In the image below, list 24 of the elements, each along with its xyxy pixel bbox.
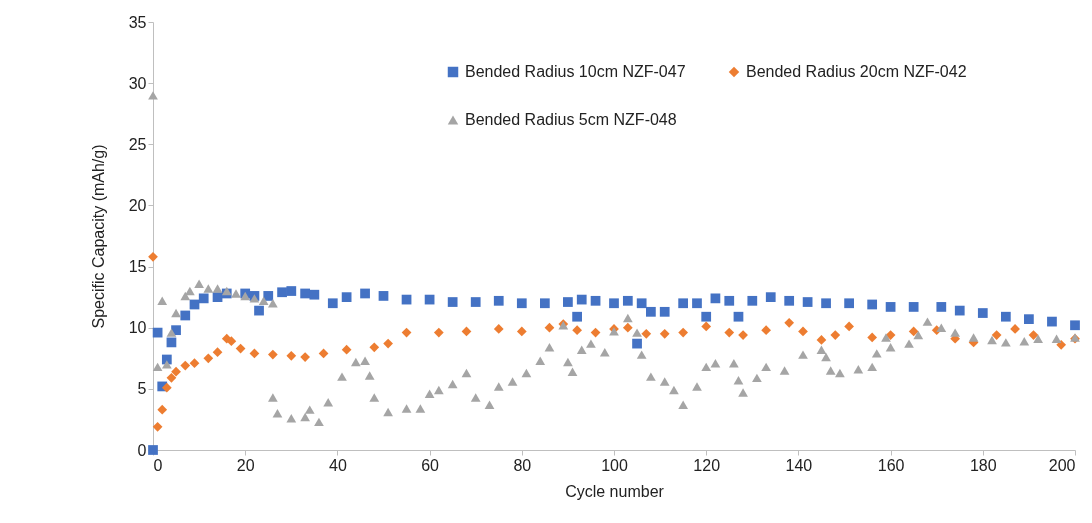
x-tick-label: 180 — [969, 456, 997, 474]
x-tick-label: 60 — [421, 456, 440, 474]
y-tick-label: 35 — [128, 13, 147, 31]
y-tick-label: 25 — [128, 135, 147, 153]
x-tick-label: 0 — [153, 456, 163, 474]
x-tick-label: 40 — [329, 456, 347, 474]
y-axis-title: Specific Capacity (mAh/g) — [89, 144, 107, 329]
x-tick-label: 100 — [601, 456, 628, 474]
legend-label: Bended Radius 5cm NZF-048 — [465, 111, 677, 128]
legend-label: Bended Radius 20cm NZF-042 — [746, 63, 967, 80]
y-tick-label: 20 — [128, 196, 147, 214]
y-tick-label: 0 — [137, 441, 147, 459]
x-tick-label: 140 — [785, 456, 813, 474]
x-tick-label: 80 — [513, 456, 532, 474]
y-tick-label: 15 — [128, 258, 147, 276]
x-tick-label: 120 — [693, 456, 721, 474]
y-tick-label: 30 — [128, 74, 147, 92]
y-tick-label: 5 — [137, 380, 147, 398]
x-tick-label: 200 — [1048, 456, 1076, 474]
x-axis-title: Cycle number — [565, 482, 665, 500]
y-tick-label: 10 — [128, 319, 147, 337]
x-tick-label: 20 — [236, 456, 255, 474]
legend-label: Bended Radius 10cm NZF-047 — [465, 63, 686, 80]
x-tick-label: 160 — [877, 456, 905, 474]
